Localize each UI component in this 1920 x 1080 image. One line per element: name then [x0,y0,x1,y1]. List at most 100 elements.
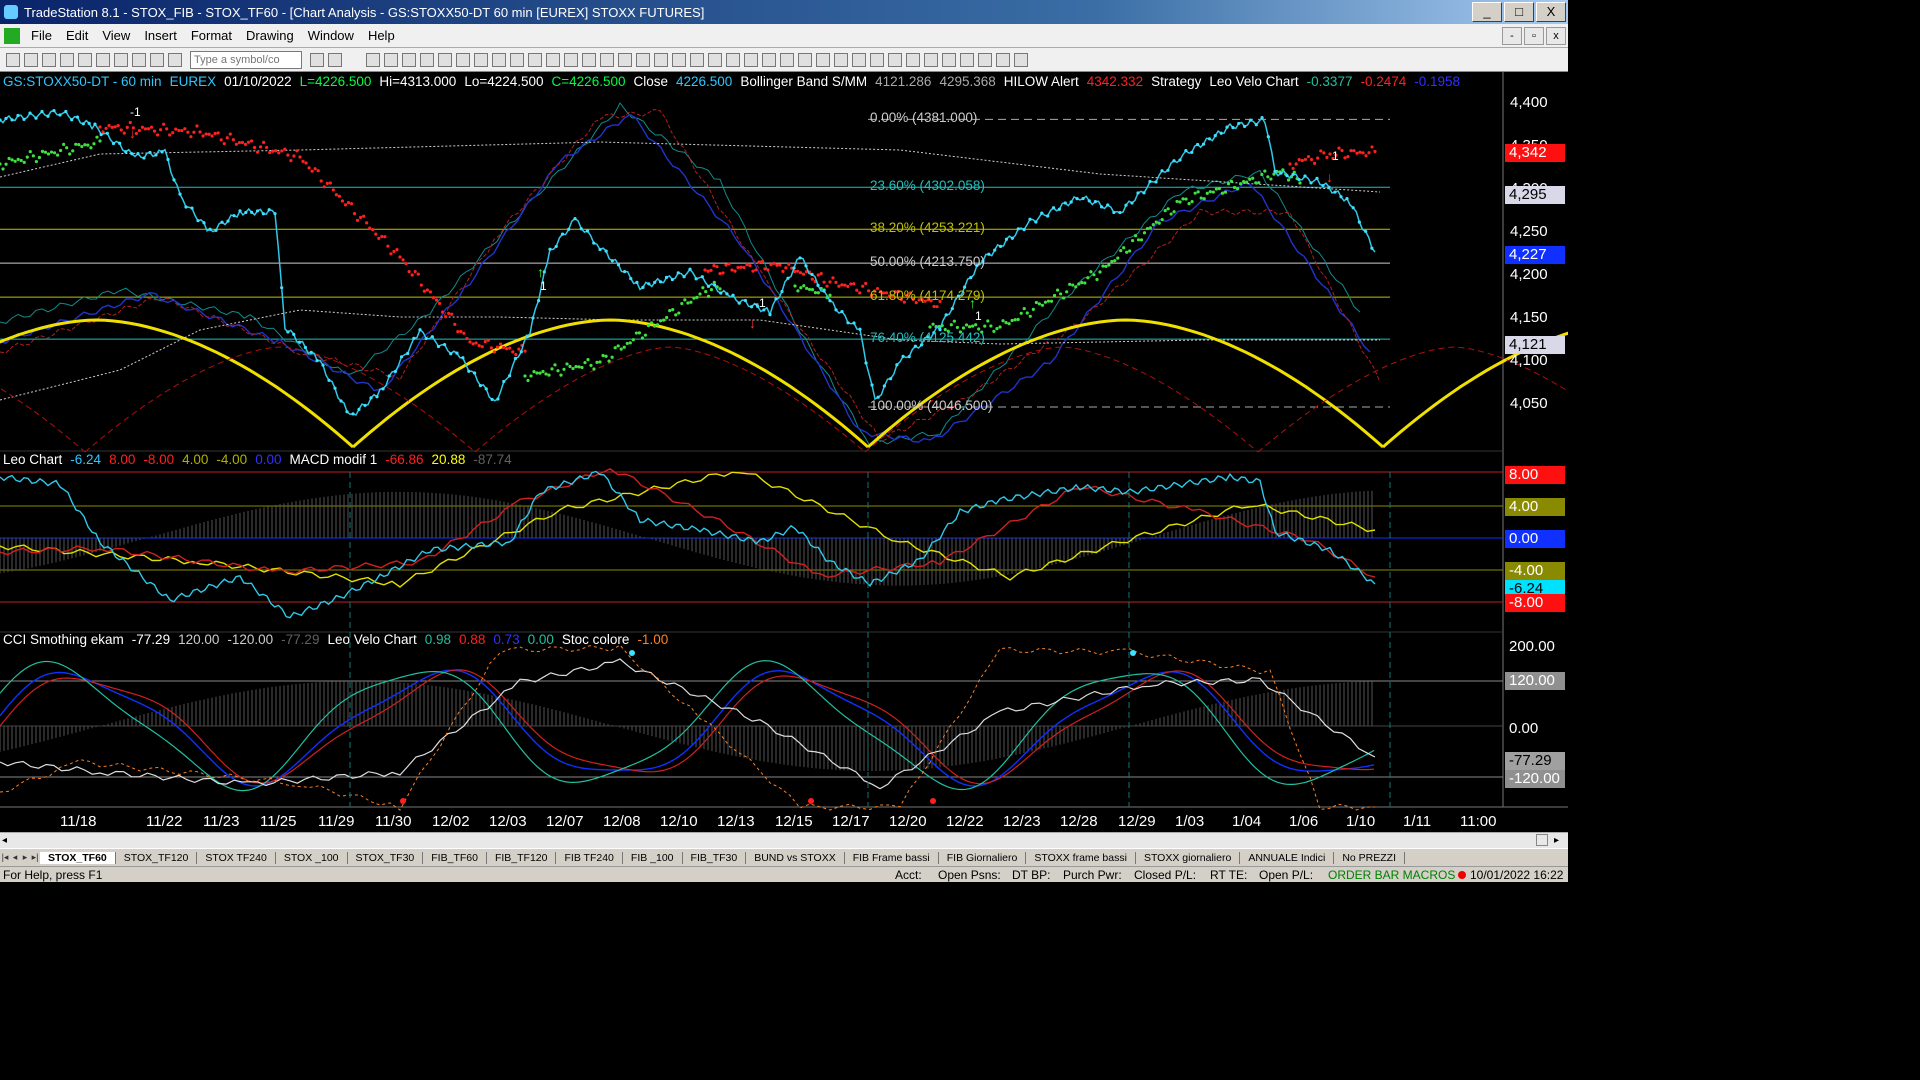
indicator-icon[interactable] [510,52,524,67]
zoom-in-icon[interactable] [618,52,632,67]
arrow-icon[interactable] [870,52,884,67]
workspace-tab[interactable]: FIB _100 [623,851,683,864]
zoom-out-icon[interactable] [636,52,650,67]
order-bar-macros[interactable]: ORDER BAR MACROS [1328,868,1456,882]
expand-icon[interactable] [600,52,614,67]
hilow-green-dot [701,286,705,290]
menu-format[interactable]: Format [190,28,232,43]
workspace-tab[interactable]: STOX TF240 [197,851,276,864]
globe-icon[interactable] [168,52,182,67]
tab-last-icon[interactable]: ▸| [31,852,39,862]
lock-icon[interactable] [132,52,146,67]
menu-window[interactable]: Window [307,28,354,43]
format-icon[interactable] [564,52,578,67]
rectangle-icon[interactable] [978,52,992,67]
workspace-tab[interactable]: STOX_TF30 [348,851,424,864]
crosshair-icon[interactable] [672,52,686,67]
fibonacci-icon[interactable] [798,52,812,67]
speed-lines-icon[interactable] [852,52,866,67]
price-dot [1112,210,1116,215]
radar-icon[interactable] [384,52,398,67]
fib-arcs-icon[interactable] [888,52,902,67]
workspace-tab[interactable]: STOX_TF60 [40,851,116,864]
tab-next-icon[interactable]: ▸ [22,852,28,862]
play-icon[interactable] [310,52,324,67]
scroll-thumb[interactable] [1536,834,1548,846]
open-icon[interactable] [24,52,38,67]
hilow-red-dot [98,125,102,129]
chart-window-icon[interactable] [4,27,20,44]
symbol-input[interactable] [190,50,302,69]
save-icon[interactable] [42,52,56,67]
workspace-tab[interactable]: ANNUALE Indici [1240,851,1335,864]
horizontal-scrollbar[interactable]: ◂ ▸ [0,832,1568,848]
workspace-tab[interactable]: FIB Giornaliero [939,851,1027,864]
scroll-left-icon[interactable]: ◂ [2,835,8,846]
macro-icon[interactable] [150,52,164,67]
workspace-tab[interactable]: FIB TF240 [556,851,623,864]
scroll-right-icon[interactable]: ▸ [1554,835,1560,846]
workspace-tab[interactable]: STOXX giornaliero [1136,851,1241,864]
mdi-close-button[interactable]: x [1546,27,1566,45]
tools-icon[interactable] [690,52,704,67]
data-window-icon[interactable] [708,52,722,67]
price-dot [610,259,614,263]
workspace-tab[interactable]: FIB_TF30 [683,851,747,864]
matrix-icon[interactable] [402,52,416,67]
workspace-tab[interactable]: FIB Frame bassi [845,851,939,864]
menu-drawing[interactable]: Drawing [246,28,294,43]
menu-insert[interactable]: Insert [144,28,177,43]
menu-help[interactable]: Help [367,28,395,43]
hilow-red-dot [459,329,463,334]
fib-fans-icon[interactable] [906,52,920,67]
regression-channel-icon[interactable] [780,52,794,67]
parallel-lines-icon[interactable] [744,52,758,67]
workspace-tab[interactable]: STOX _100 [276,851,348,864]
workspace-tab[interactable]: BUND vs STOXX [746,851,845,864]
maximize-button[interactable]: □ [1504,2,1534,22]
news-icon[interactable] [456,52,470,67]
folder-icon[interactable] [78,52,92,67]
up-arrow-icon[interactable] [960,52,974,67]
tab-first-icon[interactable]: |◂ [1,852,9,862]
close-button[interactable]: X [1536,2,1566,22]
workspace-tab[interactable]: FIB_TF120 [487,851,557,864]
workspace-tab[interactable]: No PREZZI [1334,851,1406,864]
workspace-icon[interactable] [60,52,74,67]
workspace-tab[interactable]: FIB_TF60 [423,851,487,864]
text-icon[interactable] [1014,52,1028,67]
chart-icon[interactable] [366,52,380,67]
mdi-minimize-button[interactable]: - [1502,27,1522,45]
cycle-lines-icon[interactable] [924,52,938,67]
menu-view[interactable]: View [102,28,131,43]
tab-prev-icon[interactable]: ◂ [12,852,18,862]
symbol-lookup-icon[interactable] [328,52,342,67]
alerts-icon[interactable] [474,52,488,67]
strategy-icon[interactable] [492,52,506,67]
mdi-restore-button[interactable]: ▫ [1524,27,1544,45]
trendline-icon[interactable] [726,52,740,67]
down-arrow-icon[interactable] [942,52,956,67]
menu-edit[interactable]: Edit [65,28,89,43]
workspace-tab[interactable]: STOXX frame bassi [1026,851,1136,864]
andrews-pitchfork-icon[interactable] [834,52,848,67]
options-icon[interactable] [438,52,452,67]
print-icon[interactable] [96,52,110,67]
ellipse-icon[interactable] [996,52,1010,67]
insert-symbol-icon[interactable] [528,52,542,67]
price-dot [16,113,20,118]
horizontal-line-icon[interactable] [762,52,776,67]
menu-file[interactable]: File [31,28,52,43]
hilow-red-dot [325,181,329,185]
scanner-icon[interactable] [420,52,434,67]
workspace-tab[interactable]: STOX_TF120 [116,851,198,864]
compress-icon[interactable] [582,52,596,67]
gann-fan-icon[interactable] [816,52,830,67]
chart-area[interactable]: -1 1 -1 1 1 ↓ ↑ ↓ ↑ ↓ GS:STOXX50-DT - 60 min EUREX… [0,72,1568,832]
print-preview-icon[interactable] [114,52,128,67]
new-icon[interactable] [6,52,20,67]
insert-study-icon[interactable] [546,52,560,67]
chart-canvas[interactable]: -1 1 -1 1 1 ↓ ↑ ↓ ↑ ↓ [0,72,1568,832]
minimize-button[interactable]: _ [1472,2,1502,22]
pointer-icon[interactable] [654,52,668,67]
